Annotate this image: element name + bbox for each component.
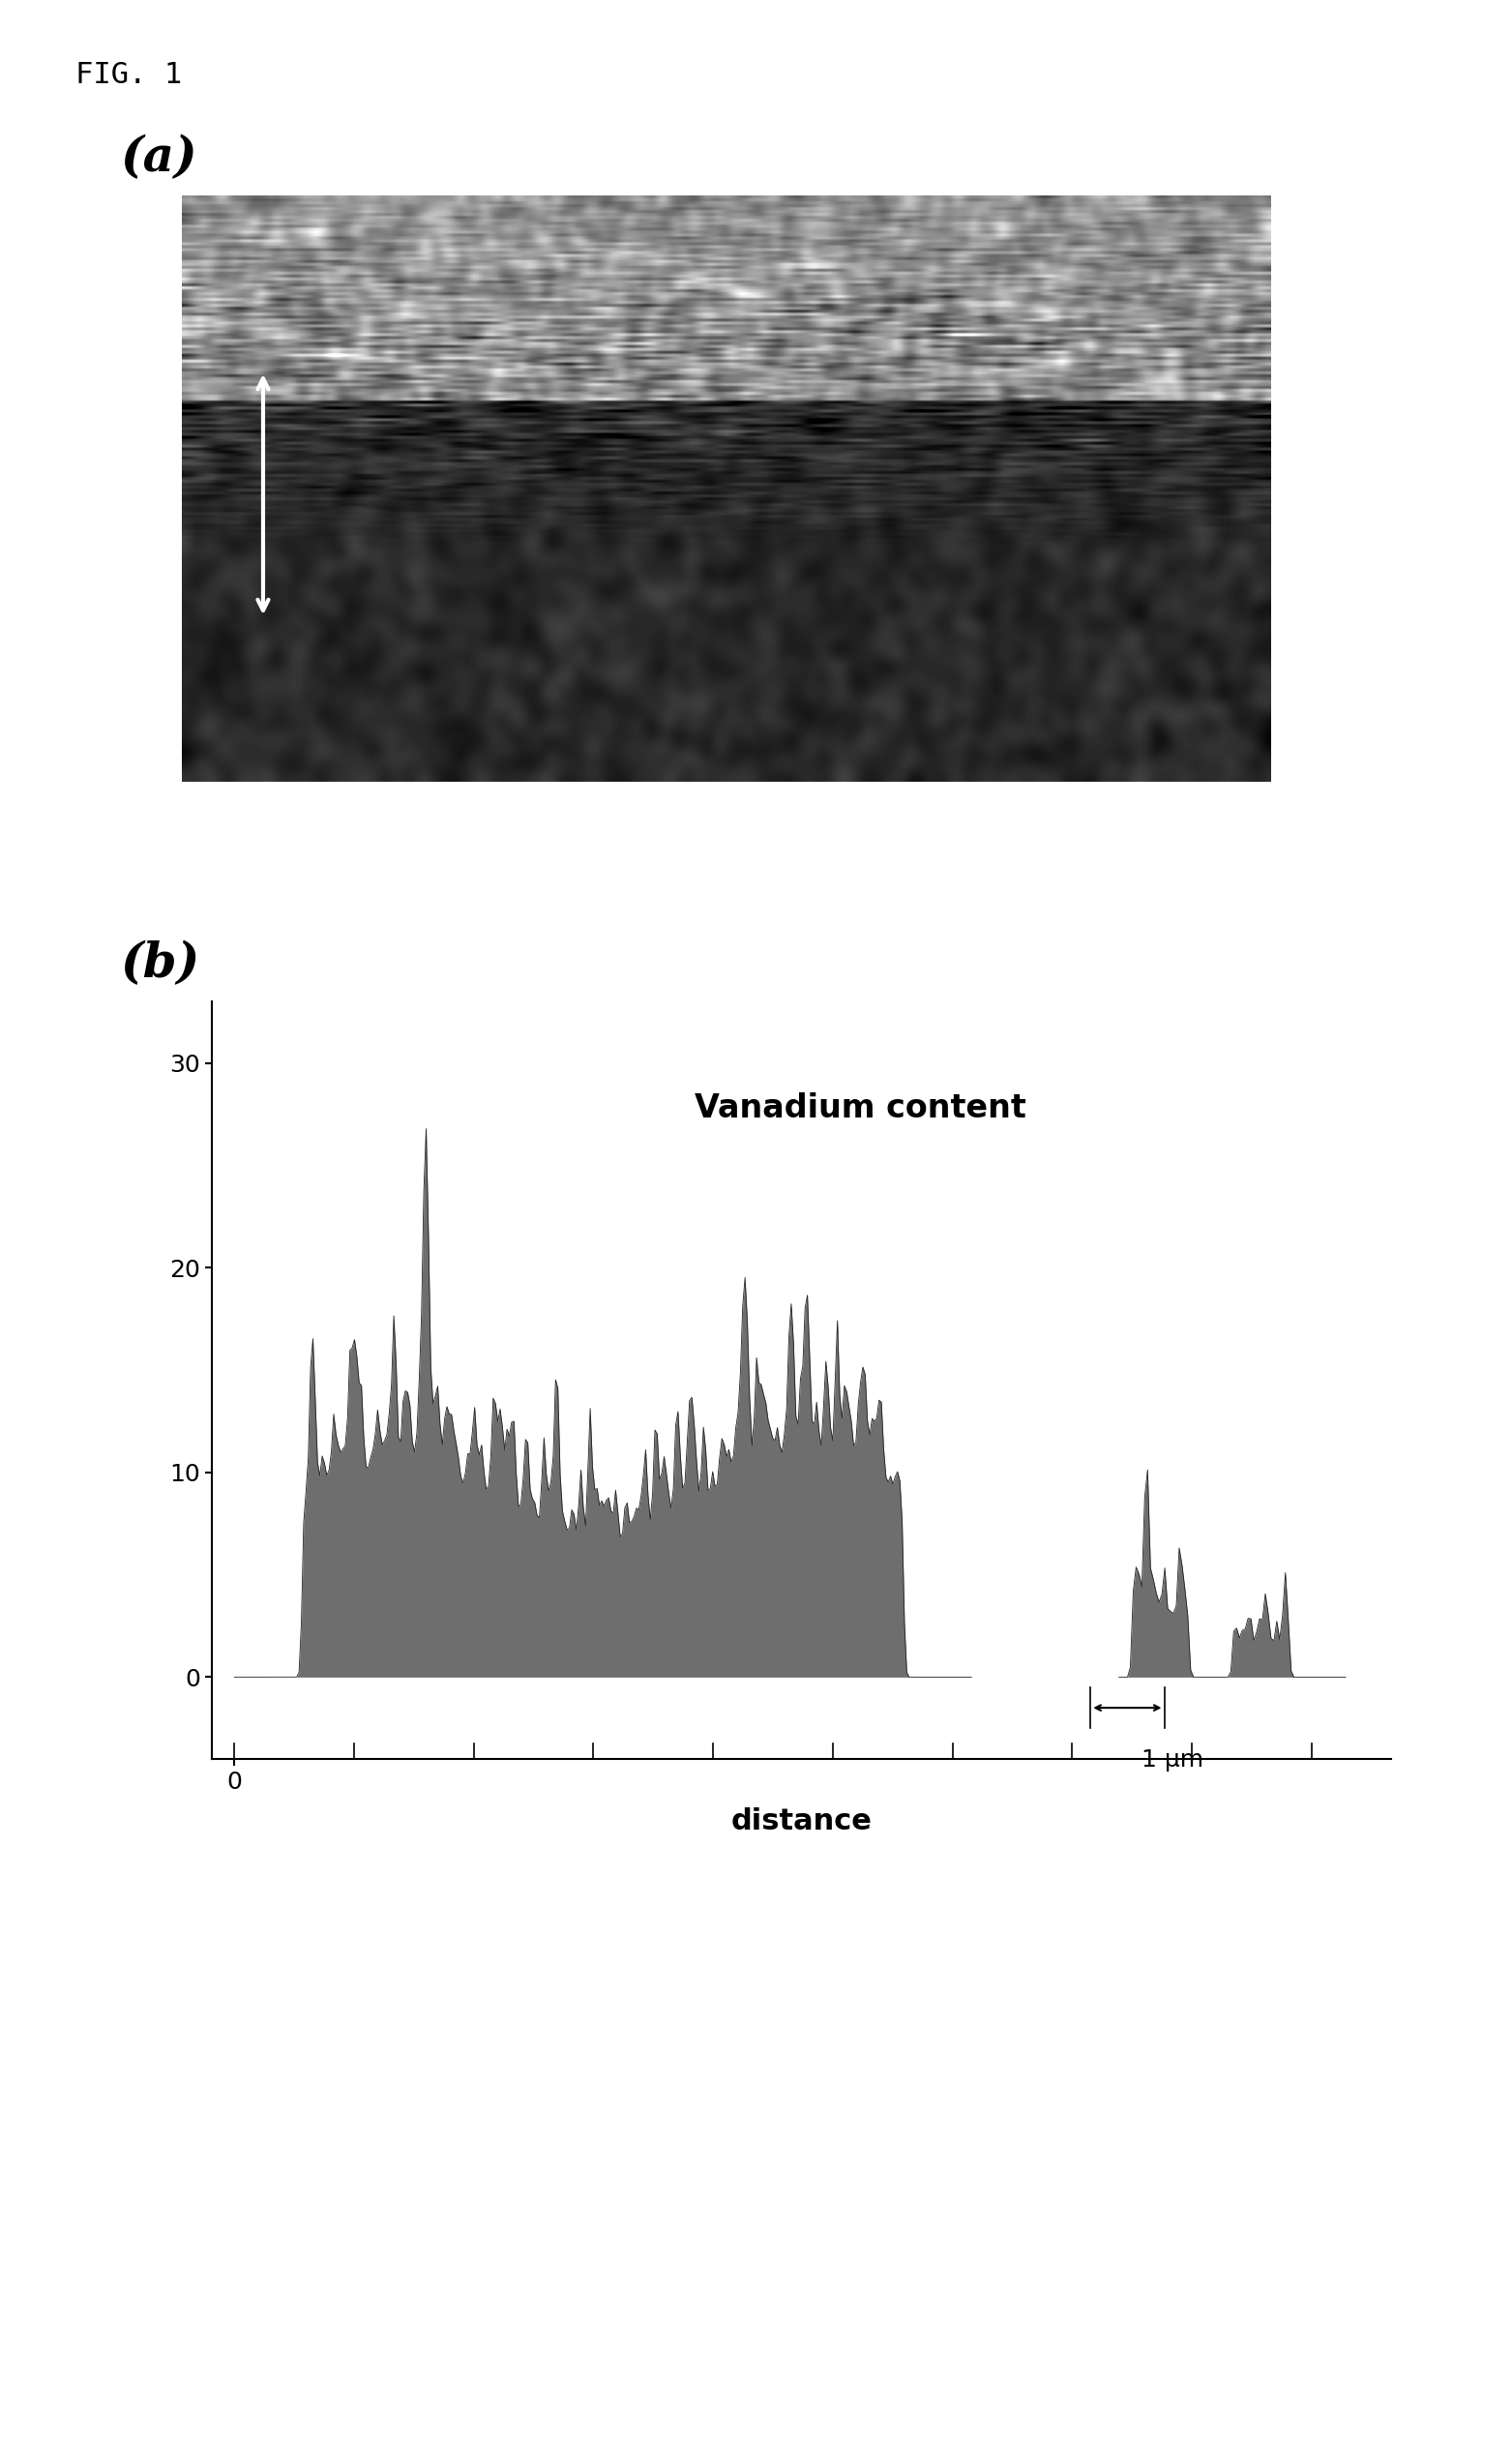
Text: (a): (a) <box>121 134 198 181</box>
Text: Vanadium content: Vanadium content <box>694 1092 1027 1124</box>
Text: FIG. 1: FIG. 1 <box>76 61 183 88</box>
X-axis label: distance: distance <box>730 1808 872 1835</box>
Text: 1 μm: 1 μm <box>1142 1749 1204 1771</box>
Text: (b): (b) <box>121 941 201 987</box>
